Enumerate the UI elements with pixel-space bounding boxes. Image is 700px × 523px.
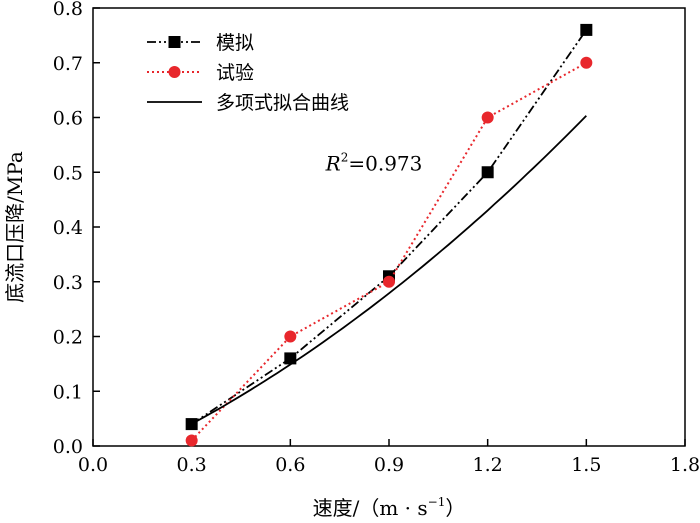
legend-marker (168, 36, 181, 48)
x-axis-title-xlabel_sup: −1 (428, 495, 446, 509)
y-tick-label: 0.5 (53, 162, 83, 184)
x-tick-label: 0.3 (177, 454, 207, 476)
data-point (284, 330, 297, 343)
x-tick-label: 0.0 (78, 454, 108, 476)
series (185, 23, 593, 447)
legend-item-1: 模拟 (147, 32, 254, 54)
x-tick-label: 1.5 (571, 454, 601, 476)
x-tick-label: 0.6 (275, 454, 305, 476)
data-point (185, 434, 198, 447)
x-axis-title-xlabel: 速度/（m · s (313, 496, 428, 520)
plot-frame (92, 7, 686, 447)
series-2 (185, 56, 593, 447)
series-line (191, 29, 588, 425)
x-tick-label: 1.2 (473, 454, 503, 476)
y-axis-title: 底流口压降/MPa (3, 151, 27, 303)
x-axis-title: 速度/（m · s−1） (313, 495, 466, 520)
x-tick-label: 1.8 (670, 454, 700, 476)
series-3 (191, 115, 587, 425)
legend-label: 模拟 (216, 32, 254, 54)
series-line (191, 115, 587, 425)
data-point (580, 56, 593, 69)
data-point (580, 23, 593, 36)
legend-label: 多项式拟合曲线 (216, 92, 349, 114)
data-point (481, 166, 494, 179)
data-point (383, 275, 395, 288)
annotation-sup: 2 (341, 150, 349, 164)
x-axis-title-xlabel_close: ） (445, 496, 465, 520)
y-tick-label: 0.4 (53, 217, 83, 239)
legend-item-2: 试验 (147, 62, 254, 84)
annotation-value: =0.973 (348, 151, 422, 175)
y-tick-label: 0.8 (53, 0, 83, 20)
data-point (185, 418, 198, 431)
series-1 (185, 23, 593, 431)
legend-item-3: 多项式拟合曲线 (147, 92, 349, 114)
x-tick-label: 0.9 (374, 454, 404, 476)
y-tick-label: 0.0 (53, 436, 83, 458)
y-tick-label: 0.3 (53, 272, 83, 294)
y-tick-label: 0.7 (53, 53, 83, 75)
y-tick-label: 0.2 (53, 327, 83, 349)
legend-marker (168, 66, 181, 78)
annotation-base: R (325, 151, 341, 175)
y-tick-label: 0.1 (53, 381, 83, 403)
axes (92, 7, 686, 447)
data-point (481, 111, 494, 124)
legend-label: 试验 (216, 62, 254, 84)
r-squared-annotation: R2=0.973 (325, 150, 423, 175)
y-tick-label: 0.6 (53, 108, 83, 130)
ticks: 0.0 0.3 0.6 0.9 1.2 1.5 1.8 0.0 0.1 0.2 0.3 0.4 0.5 0… (53, 0, 700, 476)
